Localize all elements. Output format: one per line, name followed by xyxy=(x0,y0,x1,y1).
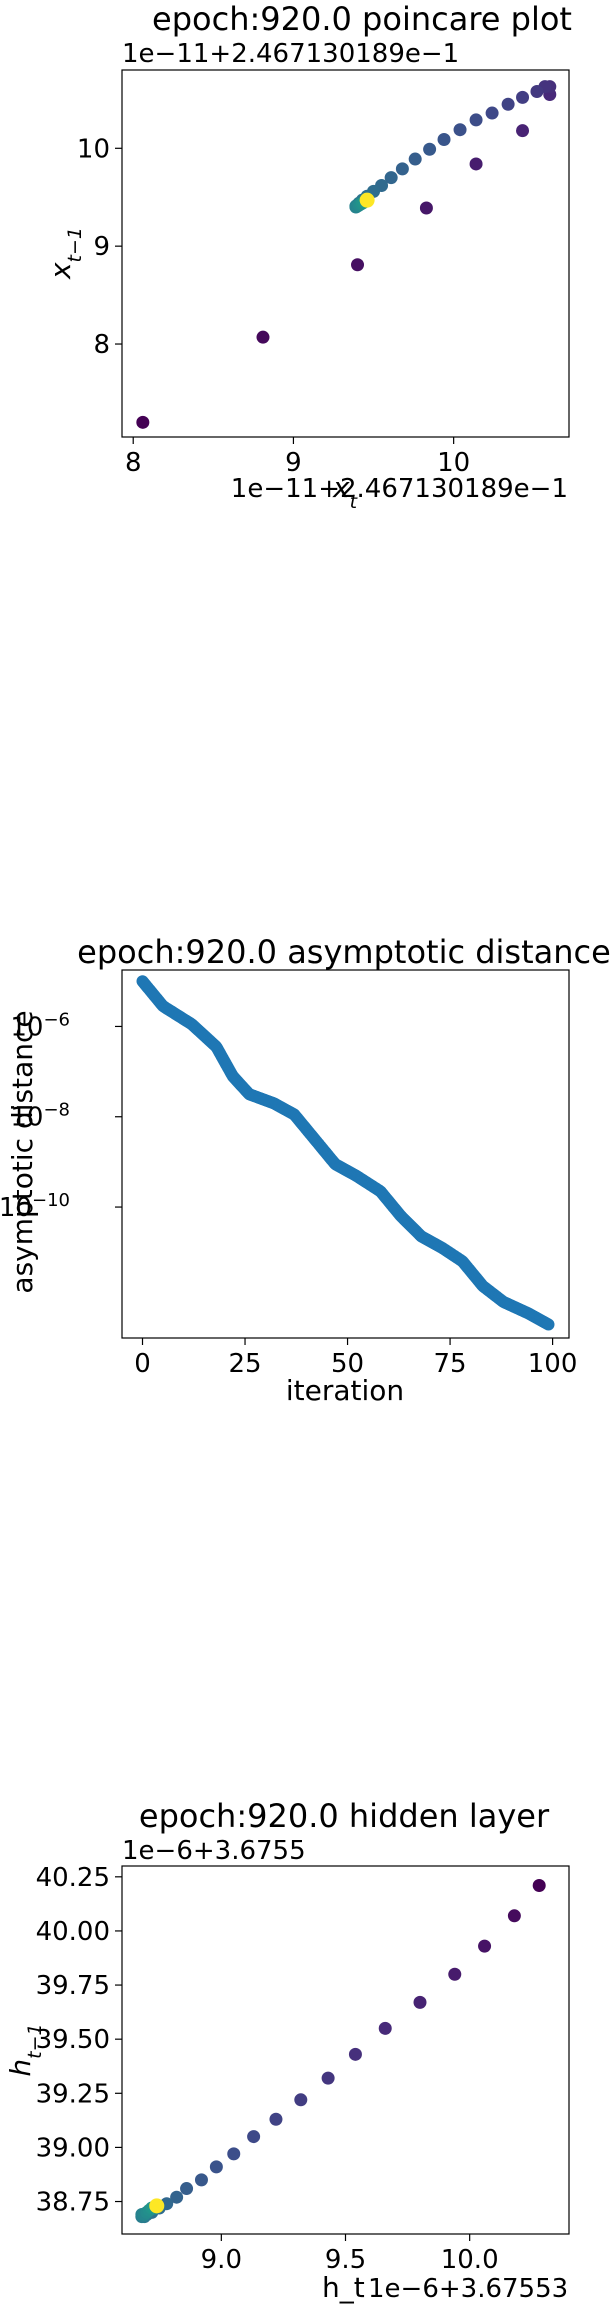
hidden-layer-y-offset: 1e−6+3.6755 xyxy=(122,1836,306,1866)
poincare-x-tick-label: 9 xyxy=(285,448,302,478)
hidden-layer-y-tick-label: 39.00 xyxy=(36,2133,110,2163)
hidden-layer-y-tick-label: 38.75 xyxy=(36,2188,110,2218)
hidden-layer-point xyxy=(532,1878,546,1892)
poincare-point xyxy=(359,192,375,208)
poincare-point xyxy=(351,258,365,272)
poincare-y-tick-label: 10 xyxy=(77,134,110,164)
hidden-layer-point xyxy=(209,2160,223,2174)
poincare-point xyxy=(437,132,451,146)
poincare-point xyxy=(485,106,499,120)
hidden-layer-chart: epoch:920.0 hidden layer 1e−6+3.6755 9.0… xyxy=(4,1797,570,2304)
asymptotic-x-axis-label: iteration xyxy=(286,1374,404,1407)
hidden-layer-point xyxy=(448,1967,462,1981)
asymptotic-point xyxy=(542,1318,555,1331)
hidden-layer-y-tick-label: 39.75 xyxy=(36,1971,110,2001)
hidden-layer-point xyxy=(269,2112,283,2126)
asymptotic-y-tick-label: 10−10 xyxy=(0,1190,70,1224)
hidden-layer-x-tick-label: 9.5 xyxy=(325,2245,366,2275)
hidden-layer-point xyxy=(149,2198,165,2214)
hidden-layer-points xyxy=(135,1878,546,2224)
asymptotic-y-tick-label: 10−6 xyxy=(10,1009,70,1043)
hidden-layer-title: epoch:920.0 hidden layer xyxy=(139,1797,550,1835)
poincare-points xyxy=(136,80,557,429)
hidden-layer-point xyxy=(294,2093,308,2107)
hidden-layer-point xyxy=(227,2147,241,2161)
poincare-point xyxy=(419,201,433,215)
poincare-y-tick-label: 8 xyxy=(93,330,110,360)
hidden-layer-y-tick-label: 40.00 xyxy=(36,1917,110,1947)
hidden-layer-y-axis-label: ht−1 xyxy=(4,2023,46,2076)
hidden-layer-y-ticks: 38.75 39.00 39.25 39.50 39.75 40.00 40.25 xyxy=(36,1863,122,2218)
hidden-layer-point xyxy=(170,2190,184,2204)
poincare-point xyxy=(516,124,530,138)
hidden-layer-point xyxy=(321,2071,335,2085)
hidden-layer-y-tick-label: 40.25 xyxy=(36,1863,110,1893)
asymptotic-x-tick-label: 50 xyxy=(331,1349,364,1379)
hidden-layer-point xyxy=(194,2173,208,2187)
hidden-layer-y-label-sub: t−1 xyxy=(24,2023,46,2058)
poincare-y-offset: 1e−11+2.467130189e−1 xyxy=(122,39,459,69)
asymptotic-points xyxy=(136,975,555,1331)
asymptotic-plot-frame xyxy=(121,969,570,1339)
asymptotic-x-tick-label: 75 xyxy=(434,1349,467,1379)
poincare-point xyxy=(530,85,544,99)
hidden-layer-plot-frame xyxy=(121,1865,570,2235)
hidden-layer-x-axis-label: h_t xyxy=(322,2271,365,2304)
asymptotic-y-tick-label: 10−8 xyxy=(10,1099,70,1133)
poincare-x-ticks: 8 9 10 xyxy=(125,437,470,478)
poincare-point xyxy=(516,90,530,104)
poincare-point xyxy=(395,162,409,176)
poincare-point xyxy=(501,97,515,111)
asymptotic-y-axis-label: asymptotic distance xyxy=(6,1010,39,1293)
asymptotic-chart: epoch:920.0 asymptotic distance 0 25 50 75 1… xyxy=(0,933,611,1407)
hidden-layer-point xyxy=(247,2130,261,2144)
hidden-layer-point xyxy=(413,1995,427,2009)
asymptotic-x-tick-label: 100 xyxy=(528,1349,578,1379)
hidden-layer-x-tick-label: 9.0 xyxy=(201,2245,242,2275)
poincare-y-tick-label: 9 xyxy=(93,232,110,262)
poincare-x-tick-label: 10 xyxy=(437,448,470,478)
hidden-layer-point xyxy=(507,1909,521,1923)
asymptotic-title: epoch:920.0 asymptotic distance xyxy=(77,933,611,971)
poincare-x-label-sub: t xyxy=(350,491,359,513)
poincare-point xyxy=(469,113,483,127)
hidden-layer-x-ticks: 9.0 9.5 10.0 xyxy=(201,2234,499,2275)
hidden-layer-y-tick-label: 39.25 xyxy=(36,2079,110,2109)
poincare-y-ticks: 8 9 10 xyxy=(77,134,122,360)
hidden-layer-y-tick-label: 39.50 xyxy=(36,2025,110,2055)
hidden-layer-point xyxy=(378,2021,392,2035)
poincare-point xyxy=(256,330,270,344)
poincare-x-axis-label: xt xyxy=(332,471,359,513)
poincare-x-offset: 1e−11+2.467130189e−1 xyxy=(231,474,568,504)
hidden-layer-x-tick-label: 10.0 xyxy=(441,2245,499,2275)
poincare-point xyxy=(453,123,467,137)
poincare-point xyxy=(408,152,422,166)
poincare-point xyxy=(469,157,483,171)
poincare-point xyxy=(136,415,150,429)
poincare-chart: epoch:920.0 poincare plot 1e−11+2.467130… xyxy=(44,0,572,513)
hidden-layer-x-offset: 1e−6+3.67553 xyxy=(368,2274,568,2304)
hidden-layer-y-label-base: h xyxy=(4,2059,37,2077)
poincare-point xyxy=(423,142,437,156)
hidden-layer-point xyxy=(180,2182,194,2196)
hidden-layer-point xyxy=(478,1939,492,1953)
poincare-plot-frame xyxy=(121,69,570,438)
asymptotic-y-ticks: 10−6 10−8 10−10 xyxy=(0,1009,122,1223)
poincare-x-tick-label: 8 xyxy=(125,448,142,478)
poincare-y-label-sub: t−1 xyxy=(64,227,86,262)
asymptotic-x-tick-label: 25 xyxy=(228,1349,261,1379)
poincare-x-label-base: x xyxy=(332,471,350,504)
poincare-point xyxy=(384,171,398,185)
poincare-y-label-base: x xyxy=(44,262,77,280)
asymptotic-x-ticks: 0 25 50 75 100 xyxy=(134,1338,577,1379)
hidden-layer-point xyxy=(348,2047,362,2061)
poincare-y-axis-label: xt−1 xyxy=(44,227,86,280)
asymptotic-x-tick-label: 0 xyxy=(134,1349,151,1379)
poincare-title: epoch:920.0 poincare plot xyxy=(152,0,572,38)
